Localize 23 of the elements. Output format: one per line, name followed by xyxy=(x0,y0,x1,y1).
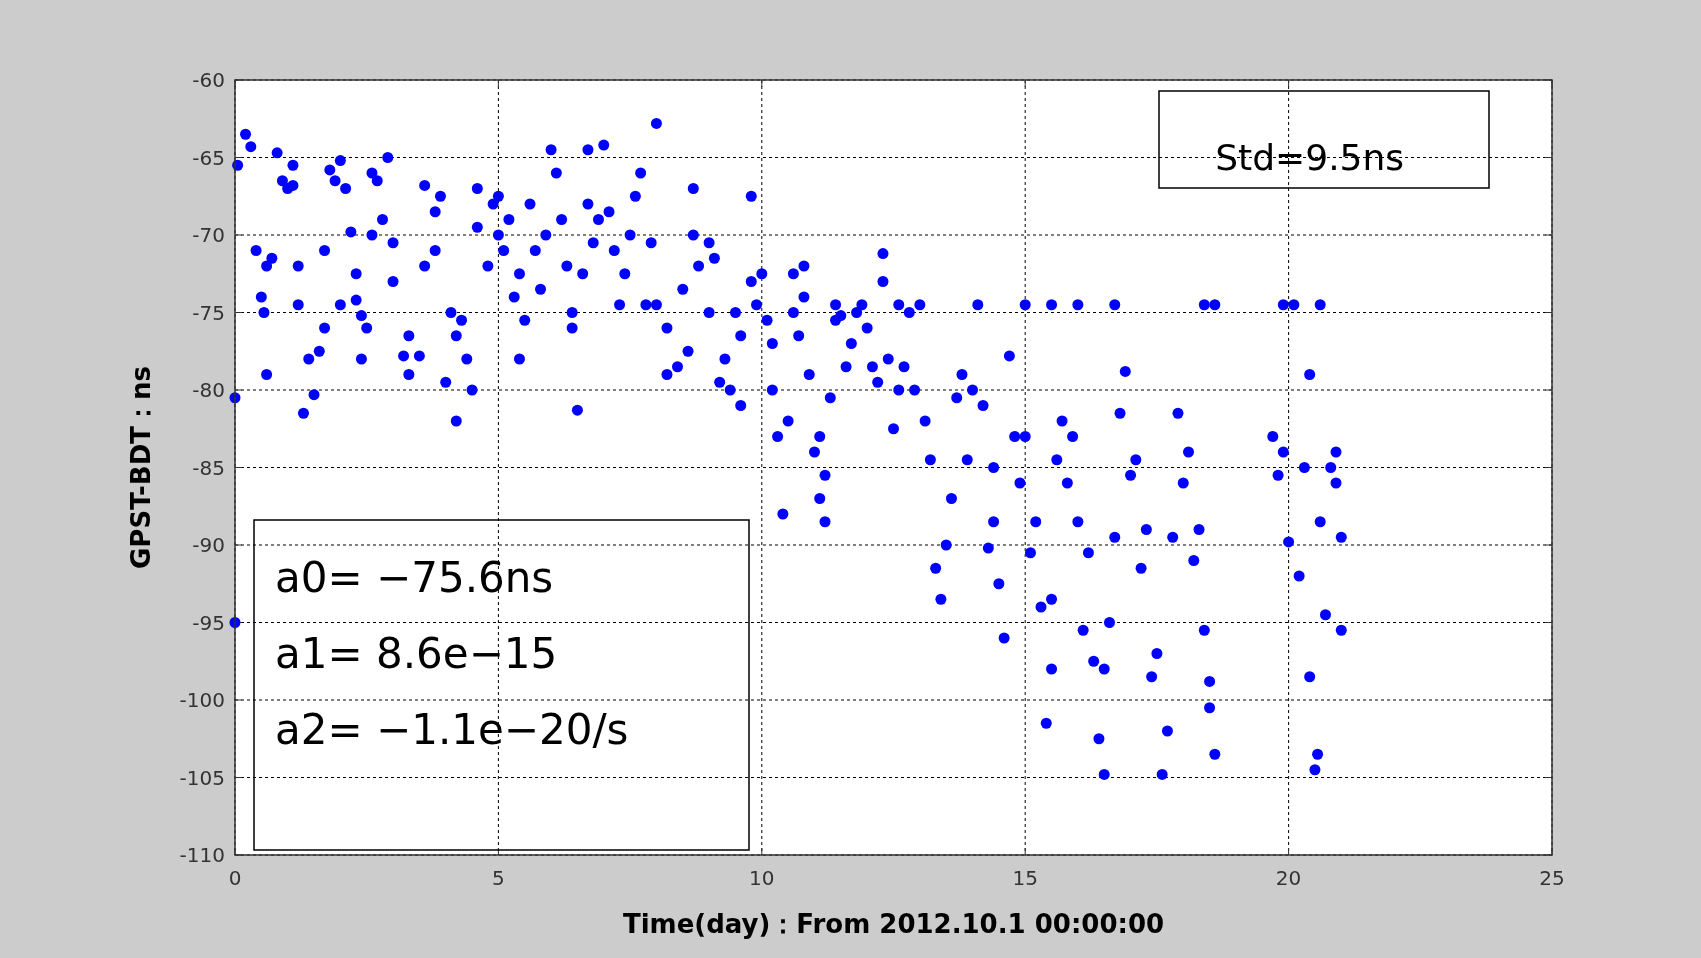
annotation: a2= −1.1e−20/s xyxy=(275,705,629,754)
x-tick-label: 0 xyxy=(228,866,242,890)
x-axis-title: Time(day)：From 2012.10.1 00:00:00 xyxy=(622,909,1165,939)
y-tick-label: -105 xyxy=(179,765,225,790)
x-tick-label: 10 xyxy=(749,866,775,890)
x-tick-label: 20 xyxy=(1275,866,1302,890)
annotation: a0= −75.6ns xyxy=(275,553,554,602)
y-tick-label: -100 xyxy=(179,688,225,712)
y-tick-label: -80 xyxy=(192,378,225,402)
x-tick-label: 5 xyxy=(492,866,505,890)
annotation: a1= 8.6e−15 xyxy=(275,629,558,678)
y-tick-label: -75 xyxy=(192,300,225,325)
y-tick-label: -65 xyxy=(192,145,225,170)
y-tick-label: -60 xyxy=(192,68,225,92)
x-tick-label: 15 xyxy=(1012,866,1038,890)
y-tick-label: -90 xyxy=(192,533,225,557)
y-tick-label: -95 xyxy=(192,610,225,635)
y-axis-title: GPST-BDT：ns xyxy=(126,366,156,569)
y-tick-label: -85 xyxy=(192,455,225,480)
y-tick-label: -110 xyxy=(179,843,225,867)
x-tick-label: 25 xyxy=(1539,866,1565,890)
annotation: Std=9.5ns xyxy=(1215,136,1405,178)
y-tick-label: -70 xyxy=(192,223,225,247)
